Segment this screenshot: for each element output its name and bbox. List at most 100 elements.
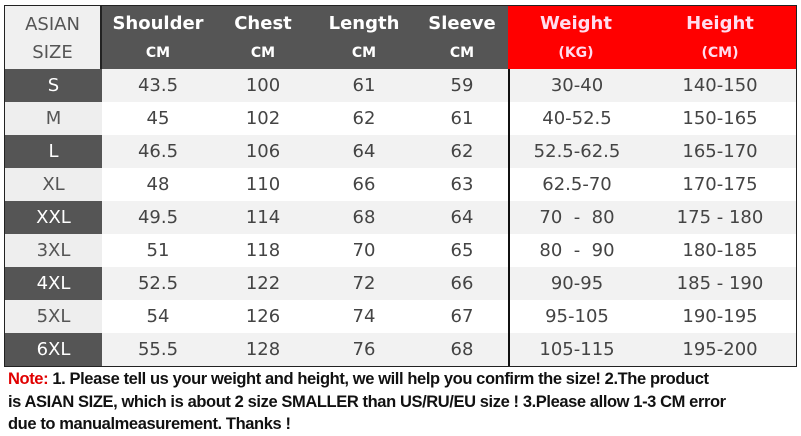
cell-length: 74 — [312, 300, 416, 333]
cell-size: 6XL — [5, 333, 102, 366]
cell-length: 72 — [312, 267, 416, 300]
table-body: S 43.5 100 61 59 30-40 140-150 M 45 102 62 61 40-52.… — [5, 69, 796, 366]
cell-size: 3XL — [5, 234, 102, 267]
cell-weight: 95-105 — [508, 300, 644, 333]
header-unit: CM — [351, 44, 377, 61]
cell-chest: 114 — [214, 201, 312, 234]
cell-sleeve: 59 — [416, 69, 508, 102]
cell-sleeve: 63 — [416, 168, 508, 201]
table-row: 6XL 55.5 128 76 68 105-115 195-200 — [5, 333, 796, 366]
header-unit: CM — [145, 44, 171, 61]
cell-chest: 100 — [214, 69, 312, 102]
cell-chest: 126 — [214, 300, 312, 333]
header-size-line1: ASIAN — [25, 13, 80, 35]
cell-height: 165-170 — [644, 135, 796, 168]
cell-shoulder: 54 — [102, 300, 214, 333]
cell-shoulder: 51 — [102, 234, 214, 267]
cell-weight: 105-115 — [508, 333, 644, 366]
header-unit: (CM) — [701, 44, 739, 61]
cell-size: L — [5, 135, 102, 168]
header-sleeve: Sleeve CM — [416, 6, 508, 69]
cell-shoulder: 45 — [102, 102, 214, 135]
cell-length: 64 — [312, 135, 416, 168]
header-unit: CM — [250, 44, 276, 61]
cell-sleeve: 65 — [416, 234, 508, 267]
cell-weight: 80 - 90 — [508, 234, 644, 267]
note-label: Note: — [8, 370, 49, 388]
cell-height: 150-165 — [644, 102, 796, 135]
header-title: Sleeve — [428, 12, 496, 34]
header-length: Length CM — [312, 6, 416, 69]
cell-sleeve: 61 — [416, 102, 508, 135]
cell-chest: 102 — [214, 102, 312, 135]
note-line-1: Note: 1. Please tell us your weight and … — [8, 368, 726, 391]
cell-weight: 30-40 — [508, 69, 644, 102]
cell-sleeve: 64 — [416, 201, 508, 234]
cell-height: 170-175 — [644, 168, 796, 201]
cell-sleeve: 66 — [416, 267, 508, 300]
cell-length: 70 — [312, 234, 416, 267]
cell-size: 5XL — [5, 300, 102, 333]
cell-sleeve: 68 — [416, 333, 508, 366]
header-asian-size: ASIAN SIZE — [5, 6, 102, 69]
cell-chest: 118 — [214, 234, 312, 267]
cell-size: S — [5, 69, 102, 102]
cell-shoulder: 49.5 — [102, 201, 214, 234]
cell-height: 180-185 — [644, 234, 796, 267]
cell-weight: 90-95 — [508, 267, 644, 300]
cell-chest: 122 — [214, 267, 312, 300]
header-chest: Chest CM — [214, 6, 312, 69]
cell-length: 68 — [312, 201, 416, 234]
cell-length: 76 — [312, 333, 416, 366]
table-row: L 46.5 106 64 62 52.5-62.5 165-170 — [5, 135, 796, 168]
cell-size: XL — [5, 168, 102, 201]
cell-shoulder: 48 — [102, 168, 214, 201]
header-title: Height — [686, 12, 754, 34]
cell-size: XXL — [5, 201, 102, 234]
cell-height: 140-150 — [644, 69, 796, 102]
note-line-3: due to manualmeasurement. Thanks ! — [8, 415, 291, 433]
cell-shoulder: 46.5 — [102, 135, 214, 168]
cell-chest: 106 — [214, 135, 312, 168]
header-height: Height (CM) — [644, 6, 796, 69]
header-weight: Weight (KG) — [508, 6, 644, 69]
cell-length: 62 — [312, 102, 416, 135]
cell-weight: 52.5-62.5 — [508, 135, 644, 168]
table-row: 3XL 51 118 70 65 80 - 90 180-185 — [5, 234, 796, 267]
cell-length: 66 — [312, 168, 416, 201]
cell-height: 185 - 190 — [644, 267, 796, 300]
header-title: Shoulder — [112, 12, 204, 34]
table-row: 4XL 52.5 122 72 66 90-95 185 - 190 — [5, 267, 796, 300]
table-row: 5XL 54 126 74 67 95-105 190-195 — [5, 300, 796, 333]
cell-height: 190-195 — [644, 300, 796, 333]
table-row: XL 48 110 66 63 62.5-70 170-175 — [5, 168, 796, 201]
header-title: Weight — [540, 12, 612, 34]
table-row: S 43.5 100 61 59 30-40 140-150 — [5, 69, 796, 102]
cell-length: 61 — [312, 69, 416, 102]
cell-size: M — [5, 102, 102, 135]
cell-weight: 62.5-70 — [508, 168, 644, 201]
header-size-line2: SIZE — [32, 41, 73, 63]
header-shoulder: Shoulder CM — [102, 6, 214, 69]
cell-shoulder: 43.5 — [102, 69, 214, 102]
table-row: M 45 102 62 61 40-52.5 150-165 — [5, 102, 796, 135]
cell-weight: 70 - 80 — [508, 201, 644, 234]
note-text: Note: 1. Please tell us your weight and … — [8, 368, 726, 436]
cell-shoulder: 55.5 — [102, 333, 214, 366]
note-line-1-text: 1. Please tell us your weight and height… — [48, 370, 709, 388]
cell-weight: 40-52.5 — [508, 102, 644, 135]
cell-sleeve: 62 — [416, 135, 508, 168]
cell-sleeve: 67 — [416, 300, 508, 333]
header-unit: (KG) — [558, 44, 594, 61]
header-unit: CM — [449, 44, 475, 61]
table-header: ASIAN SIZE Shoulder CM Chest CM Length CM S… — [5, 6, 796, 69]
cell-height: 195-200 — [644, 333, 796, 366]
cell-size: 4XL — [5, 267, 102, 300]
cell-height: 175 - 180 — [644, 201, 796, 234]
table-row: XXL 49.5 114 68 64 70 - 80 175 - 180 — [5, 201, 796, 234]
header-title: Length — [328, 12, 400, 34]
cell-chest: 110 — [214, 168, 312, 201]
cell-chest: 128 — [214, 333, 312, 366]
header-title: Chest — [234, 12, 292, 34]
cell-shoulder: 52.5 — [102, 267, 214, 300]
